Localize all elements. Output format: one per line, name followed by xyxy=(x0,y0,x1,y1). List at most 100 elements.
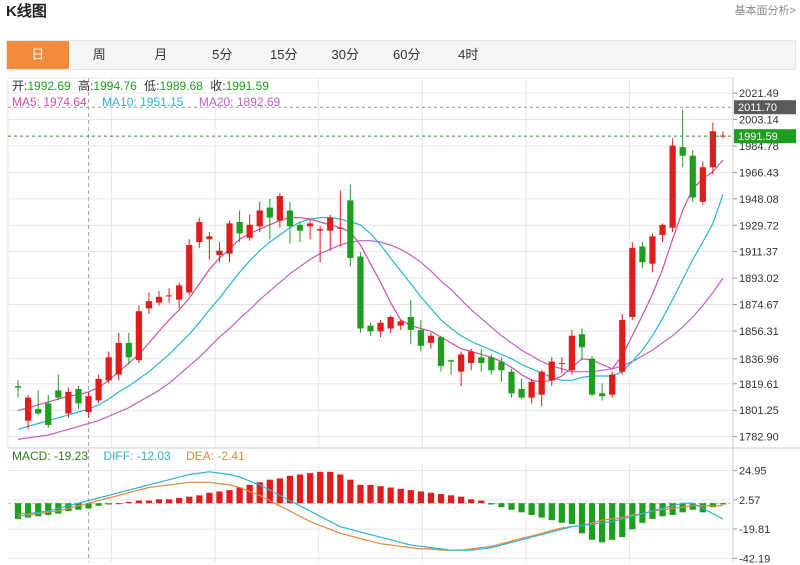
candle[interactable] xyxy=(719,131,727,139)
candle-body xyxy=(236,221,243,234)
candle[interactable] xyxy=(619,314,626,375)
candle[interactable] xyxy=(115,332,122,381)
candle[interactable] xyxy=(447,360,455,375)
macd-bar xyxy=(85,503,92,509)
candle[interactable] xyxy=(35,390,42,415)
candle[interactable] xyxy=(427,332,435,349)
macd-bar xyxy=(417,491,424,504)
candle[interactable] xyxy=(85,391,92,418)
candle[interactable] xyxy=(206,232,213,260)
y-tick-label: 1929.72 xyxy=(739,220,779,232)
candle[interactable] xyxy=(196,217,203,248)
candle-body xyxy=(306,223,314,227)
candle[interactable] xyxy=(699,161,706,205)
candle[interactable] xyxy=(367,322,374,336)
candle[interactable] xyxy=(659,223,666,243)
candle[interactable] xyxy=(135,305,143,364)
candle[interactable] xyxy=(578,328,586,361)
candle[interactable] xyxy=(478,348,485,372)
candle[interactable] xyxy=(407,299,414,345)
candle-body xyxy=(538,371,545,395)
candle[interactable] xyxy=(538,370,545,407)
candle[interactable] xyxy=(246,214,253,241)
candle[interactable] xyxy=(75,386,82,410)
candle-body xyxy=(377,322,384,332)
candle[interactable] xyxy=(145,292,153,315)
candle[interactable] xyxy=(377,319,384,338)
candle[interactable] xyxy=(14,380,22,398)
candle[interactable] xyxy=(347,184,354,267)
candle[interactable] xyxy=(105,351,112,384)
candle-body xyxy=(659,224,666,235)
candle-body xyxy=(337,227,344,229)
candle[interactable] xyxy=(286,201,294,244)
dea-line xyxy=(17,481,723,551)
candle[interactable] xyxy=(518,378,525,400)
candle[interactable] xyxy=(95,374,102,404)
candle[interactable] xyxy=(689,149,696,202)
tab-day[interactable]: 日 xyxy=(7,41,69,69)
candle[interactable] xyxy=(236,210,243,243)
candle[interactable] xyxy=(558,357,565,374)
candle[interactable] xyxy=(639,242,646,269)
candle[interactable] xyxy=(629,242,636,320)
candle[interactable] xyxy=(458,351,465,387)
candle[interactable] xyxy=(327,214,334,251)
candle[interactable] xyxy=(266,198,273,240)
candle[interactable] xyxy=(669,138,676,233)
candle[interactable] xyxy=(437,335,445,372)
candle[interactable] xyxy=(125,332,132,365)
candle[interactable] xyxy=(306,219,314,240)
candle[interactable] xyxy=(498,357,505,382)
candle[interactable] xyxy=(709,122,717,175)
candle[interactable] xyxy=(24,394,32,430)
macd-bar xyxy=(669,503,676,515)
candle-body xyxy=(699,167,706,202)
candle[interactable] xyxy=(216,242,223,263)
candle[interactable] xyxy=(357,252,364,333)
candle[interactable] xyxy=(548,357,555,387)
candle[interactable] xyxy=(337,190,344,247)
tab-5min[interactable]: 5分 xyxy=(212,47,233,62)
candle[interactable] xyxy=(55,374,62,401)
candle[interactable] xyxy=(317,226,324,263)
tab-4hour[interactable]: 4时 xyxy=(458,47,479,62)
candle[interactable] xyxy=(387,315,394,333)
y-tick-label: 1819.61 xyxy=(739,379,779,391)
candle[interactable] xyxy=(165,288,173,303)
candle[interactable] xyxy=(468,348,475,371)
candle[interactable] xyxy=(176,282,183,309)
candle[interactable] xyxy=(65,387,72,418)
macd-bar xyxy=(95,503,102,506)
candle[interactable] xyxy=(588,355,596,397)
candle[interactable] xyxy=(679,109,686,168)
candle[interactable] xyxy=(649,233,656,273)
candle[interactable] xyxy=(276,193,283,228)
candle[interactable] xyxy=(508,368,515,398)
candle[interactable] xyxy=(256,201,263,233)
macd-bar xyxy=(518,503,525,513)
candle[interactable] xyxy=(528,378,535,404)
candle[interactable] xyxy=(186,239,193,296)
tab-week[interactable]: 周 xyxy=(92,47,106,62)
candle[interactable] xyxy=(488,354,495,375)
candle[interactable] xyxy=(155,291,163,306)
candle[interactable] xyxy=(226,220,233,263)
tab-month[interactable]: 月 xyxy=(154,47,168,62)
candle[interactable] xyxy=(568,329,576,375)
candle[interactable] xyxy=(397,319,404,330)
tab-30min[interactable]: 30分 xyxy=(331,47,359,62)
candle[interactable] xyxy=(609,371,616,398)
tab-15min[interactable]: 15分 xyxy=(270,47,298,62)
candle[interactable] xyxy=(598,383,606,401)
macd-bar xyxy=(296,474,304,504)
macd-bar xyxy=(639,503,646,523)
fundamental-analysis-link[interactable]: 基本面分析> xyxy=(734,5,796,17)
tab-60min[interactable]: 60分 xyxy=(393,47,421,62)
candle[interactable] xyxy=(45,394,52,428)
candle[interactable] xyxy=(417,319,424,352)
candle[interactable] xyxy=(296,221,304,243)
macd-bar xyxy=(548,503,555,521)
candle-body xyxy=(629,247,636,317)
